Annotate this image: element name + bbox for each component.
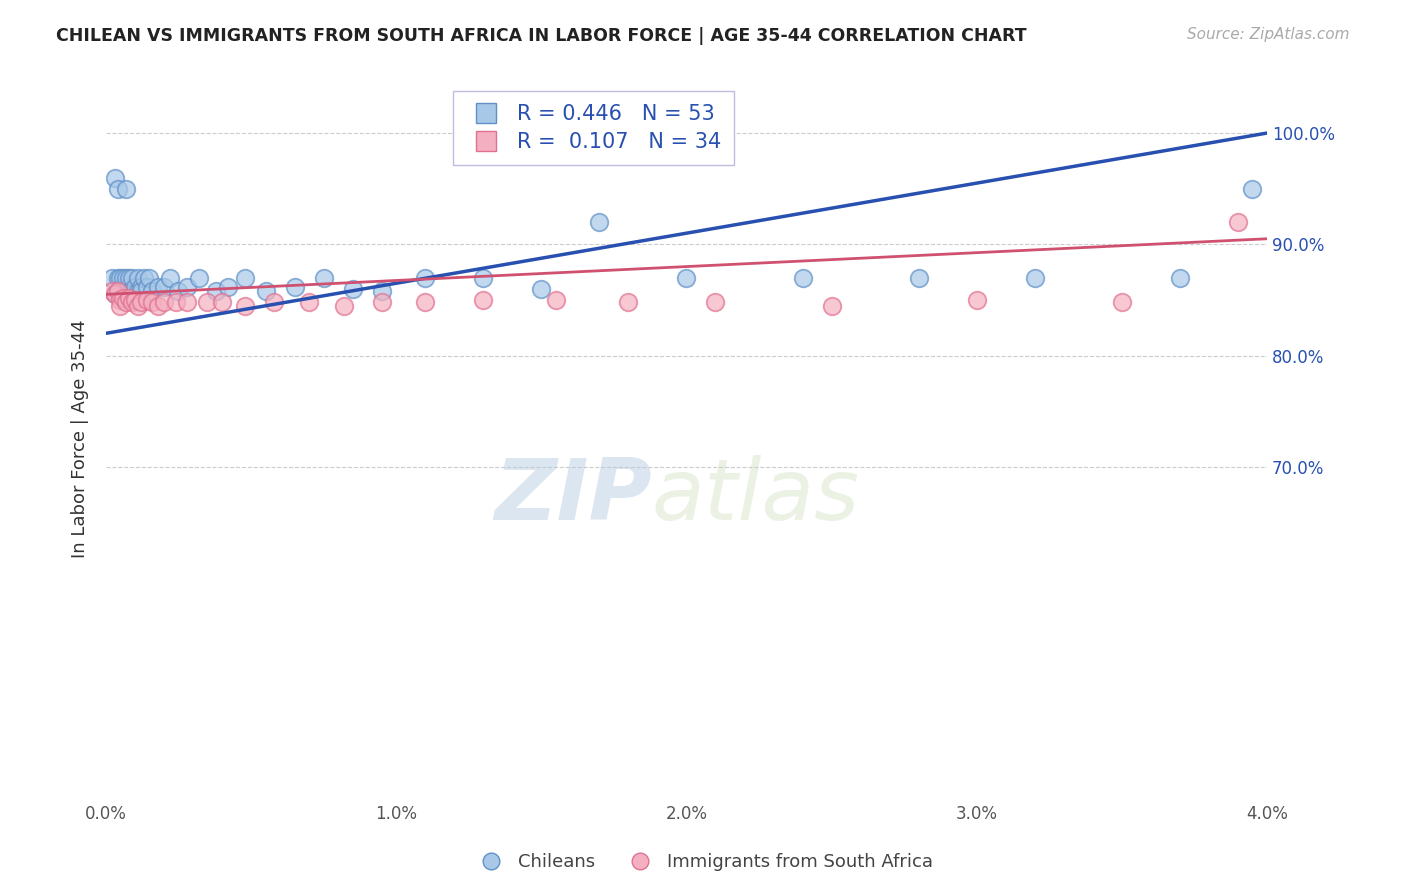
Point [254, 284, 277, 298]
Point [118, 291, 141, 305]
Point [205, 284, 228, 298]
Point [167, 284, 190, 298]
Point [472, 293, 495, 307]
Point [820, 299, 842, 313]
Point [966, 293, 988, 307]
Text: CHILEAN VS IMMIGRANTS FROM SOUTH AFRICA IN LABOR FORCE | AGE 35-44 CORRELATION C: CHILEAN VS IMMIGRANTS FROM SOUTH AFRICA … [56, 27, 1026, 45]
Text: Source: ZipAtlas.com: Source: ZipAtlas.com [1187, 27, 1350, 42]
Point [107, 270, 129, 285]
Point [197, 295, 219, 310]
Point [675, 270, 697, 285]
Point [135, 279, 157, 293]
Point [176, 279, 198, 293]
Point [165, 295, 187, 310]
Point [104, 287, 127, 301]
Point [124, 279, 146, 293]
Point [187, 270, 209, 285]
Point [146, 299, 169, 313]
Point [115, 282, 138, 296]
Point [124, 284, 146, 298]
Point [146, 279, 169, 293]
Point [112, 284, 135, 298]
Legend: R = 0.446   N = 53, R =  0.107   N = 34: R = 0.446 N = 53, R = 0.107 N = 34 [453, 92, 734, 165]
Point [115, 270, 138, 285]
Point [370, 284, 392, 298]
Point [124, 293, 146, 307]
Point [110, 270, 132, 285]
Point [153, 295, 176, 310]
Point [100, 284, 122, 298]
Point [118, 279, 141, 293]
Point [112, 291, 135, 305]
Point [129, 284, 152, 298]
Point [141, 284, 163, 298]
Point [121, 270, 143, 285]
Point [176, 295, 198, 310]
Point [233, 270, 256, 285]
Point [121, 295, 143, 310]
Point [110, 299, 132, 313]
Point [110, 287, 132, 301]
Point [263, 295, 285, 310]
Point [115, 182, 138, 196]
Point [472, 270, 495, 285]
Point [588, 215, 610, 229]
Point [118, 270, 141, 285]
Point [110, 293, 132, 307]
Point [118, 284, 141, 298]
Point [1168, 270, 1191, 285]
Point [1226, 215, 1249, 229]
Point [217, 279, 239, 293]
Point [413, 270, 436, 285]
Point [617, 295, 640, 310]
Point [333, 299, 356, 313]
Point [159, 270, 181, 285]
Point [141, 295, 163, 310]
Point [298, 295, 321, 310]
Point [132, 270, 155, 285]
Point [907, 270, 929, 285]
Y-axis label: In Labor Force | Age 35-44: In Labor Force | Age 35-44 [72, 319, 89, 558]
Point [127, 284, 149, 298]
Point [112, 270, 135, 285]
Point [211, 295, 233, 310]
Point [1241, 182, 1264, 196]
Point [115, 295, 138, 310]
Point [127, 299, 149, 313]
Point [544, 293, 567, 307]
Text: atlas: atlas [651, 456, 859, 539]
Point [135, 293, 157, 307]
Point [153, 279, 176, 293]
Point [342, 282, 364, 296]
Point [129, 295, 152, 310]
Point [413, 295, 436, 310]
Point [233, 299, 256, 313]
Point [107, 284, 129, 298]
Point [1111, 295, 1133, 310]
Point [127, 270, 149, 285]
Point [792, 270, 814, 285]
Point [104, 287, 127, 301]
Legend: Chileans, Immigrants from South Africa: Chileans, Immigrants from South Africa [465, 847, 941, 879]
Point [129, 279, 152, 293]
Point [138, 270, 160, 285]
Point [1024, 270, 1046, 285]
Point [100, 270, 122, 285]
Text: ZIP: ZIP [494, 456, 651, 539]
Point [107, 182, 129, 196]
Point [110, 282, 132, 296]
Point [284, 279, 307, 293]
Point [104, 170, 127, 185]
Point [112, 279, 135, 293]
Point [121, 282, 143, 296]
Point [370, 295, 392, 310]
Point [312, 270, 335, 285]
Point [530, 282, 553, 296]
Point [704, 295, 727, 310]
